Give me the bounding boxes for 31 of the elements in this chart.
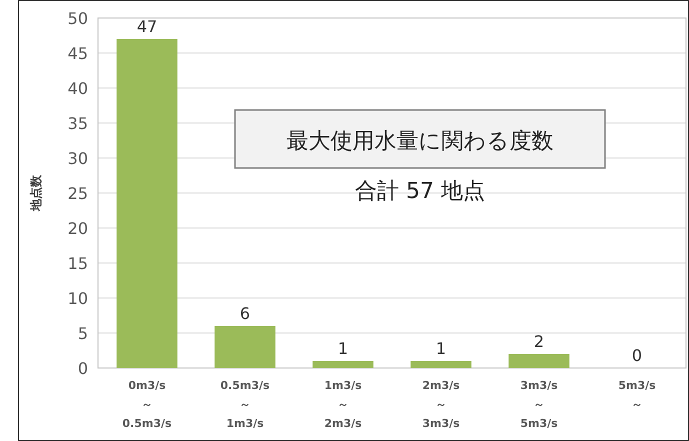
y-tick-label: 45 (68, 44, 88, 63)
x-tick-label: 3m3/s ～ 5m3/s (520, 379, 558, 430)
y-axis-title: 地点数 (29, 174, 43, 212)
bar (312, 361, 374, 368)
data-label: 6 (240, 304, 250, 323)
text: 最大使用水量に関わる度数 (286, 129, 554, 154)
bar (508, 354, 570, 368)
x-tick-label: 1m3/s ～ 2m3/s (324, 379, 362, 430)
y-tick-label: 5 (78, 324, 88, 343)
y-tick-label: 0 (78, 359, 88, 378)
y-tick-label: 15 (68, 254, 88, 273)
bar (214, 326, 276, 368)
x-tick-label: 5m3/s ～ (618, 379, 656, 411)
data-label: 47 (136, 17, 158, 36)
y-tick-label: 50 (68, 9, 88, 28)
x-tick-label: 0.5m3/s ～ 1m3/s (220, 379, 270, 430)
y-tick-label: 20 (68, 219, 88, 238)
y-tick-label: 10 (68, 289, 88, 308)
x-tick-label: 2m3/s ～ 3m3/s (422, 379, 460, 430)
y-tick-label: 35 (68, 114, 88, 133)
y-tick-label: 40 (68, 79, 88, 98)
x-tick-label: 0m3/s ～ 0.5m3/s (122, 379, 172, 430)
data-label: 1 (436, 339, 446, 358)
data-label: 2 (534, 332, 544, 351)
data-label: 0 (632, 346, 642, 365)
y-tick-label: 25 (68, 184, 88, 203)
y-tick-label: 30 (68, 149, 88, 168)
text: 合計 57 地点 (355, 179, 485, 204)
bar (116, 39, 178, 368)
bar (410, 361, 472, 368)
data-label: 1 (338, 339, 348, 358)
